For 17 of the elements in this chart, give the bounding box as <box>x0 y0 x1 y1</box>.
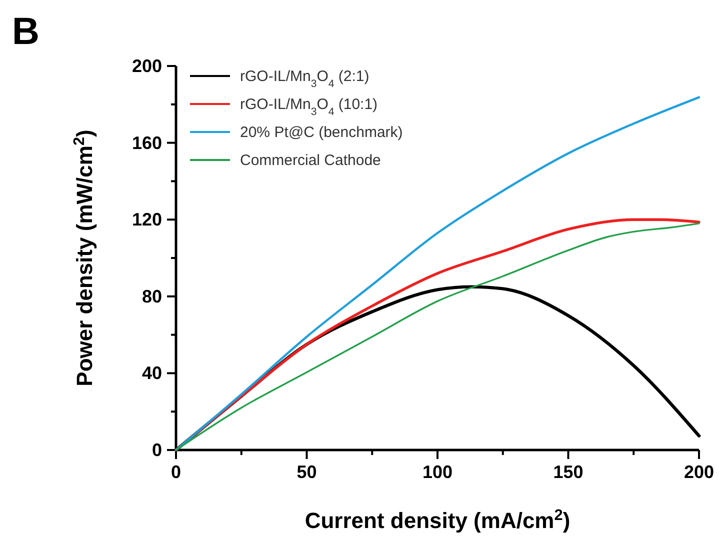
x-tick-label: 100 <box>422 462 453 482</box>
x-tick-label: 50 <box>296 462 317 482</box>
x-axis-title: Current density (mA/cm$^{2}$) <box>304 506 570 533</box>
y-tick-label: 0 <box>152 440 162 460</box>
legend-label: rGO-IL/Mn$_{3}$O$_{4}$ (10:1) <box>240 96 378 118</box>
y-tick-label: 40 <box>142 363 162 384</box>
legend-label: 20% Pt@C (benchmark) <box>240 124 403 141</box>
y-tick-label: 160 <box>132 132 162 153</box>
y-tick-label: 200 <box>132 56 162 76</box>
legend-label: rGO-IL/Mn$_{3}$O$_{4}$ (2:1) <box>240 68 370 90</box>
y-tick-label: 120 <box>132 210 162 230</box>
x-tick-label: 150 <box>553 462 584 482</box>
text: B <box>12 11 40 53</box>
y-tick-label: 80 <box>142 286 162 306</box>
legend-label: Commercial Cathode <box>240 152 381 169</box>
x-tick-label: 200 <box>684 462 714 482</box>
x-tick-label: 0 <box>170 462 182 482</box>
